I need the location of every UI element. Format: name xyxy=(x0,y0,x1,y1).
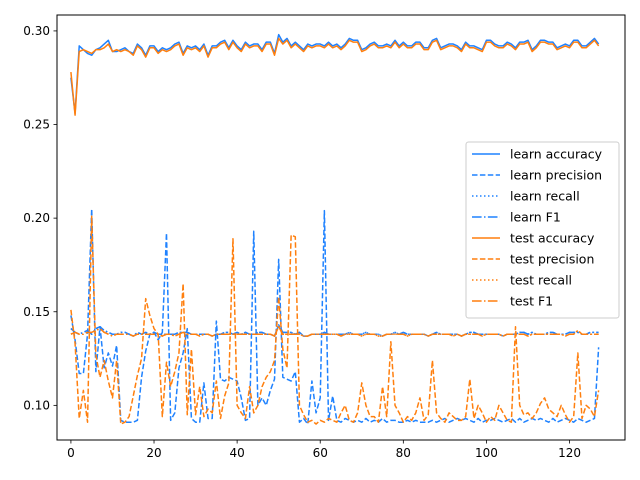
x-tick-label: 20 xyxy=(146,446,161,460)
legend-label-test-recall: test recall xyxy=(510,273,572,288)
series-test-f1-line xyxy=(70,325,599,337)
legend-label-learn-precision: learn precision xyxy=(510,168,602,183)
legend-box xyxy=(465,141,620,319)
y-tick-label: 0.15 xyxy=(23,305,50,319)
legend-label-learn-accuracy: learn accuracy xyxy=(510,147,603,162)
legend-label-test-precision: test precision xyxy=(510,252,594,267)
y-tick-label: 0.10 xyxy=(23,398,50,412)
legend-label-learn-f1: learn F1 xyxy=(510,210,561,225)
x-tick-label: 120 xyxy=(558,446,581,460)
y-tick-label: 0.20 xyxy=(23,211,50,225)
legend-label-test-accuracy: test accuracy xyxy=(510,231,595,246)
x-tick-label: 80 xyxy=(396,446,411,460)
x-tick-label: 0 xyxy=(67,446,75,460)
legend-label-test-f1: test F1 xyxy=(510,294,553,309)
x-tick-label: 100 xyxy=(475,446,498,460)
x-tick-label: 40 xyxy=(229,446,244,460)
y-tick-label: 0.25 xyxy=(23,118,50,132)
legend: learn accuracy learn precision learn recal… xyxy=(465,141,620,319)
series-test-accuracy-line xyxy=(70,37,600,116)
x-tick-label: 60 xyxy=(313,446,328,460)
series-learn-accuracy-line xyxy=(70,33,600,115)
plot-area xyxy=(70,33,600,425)
axes-frame xyxy=(56,14,626,441)
legend-label-learn-recall: learn recall xyxy=(510,189,580,204)
series-test-precision-line xyxy=(70,215,600,425)
x-axis: 0 20 40 60 80 100 120 xyxy=(67,440,581,460)
series-learn-precision-line xyxy=(70,208,600,425)
y-axis: 0.10 0.15 0.20 0.25 0.30 xyxy=(23,24,57,412)
y-tick-label: 0.30 xyxy=(23,24,50,38)
